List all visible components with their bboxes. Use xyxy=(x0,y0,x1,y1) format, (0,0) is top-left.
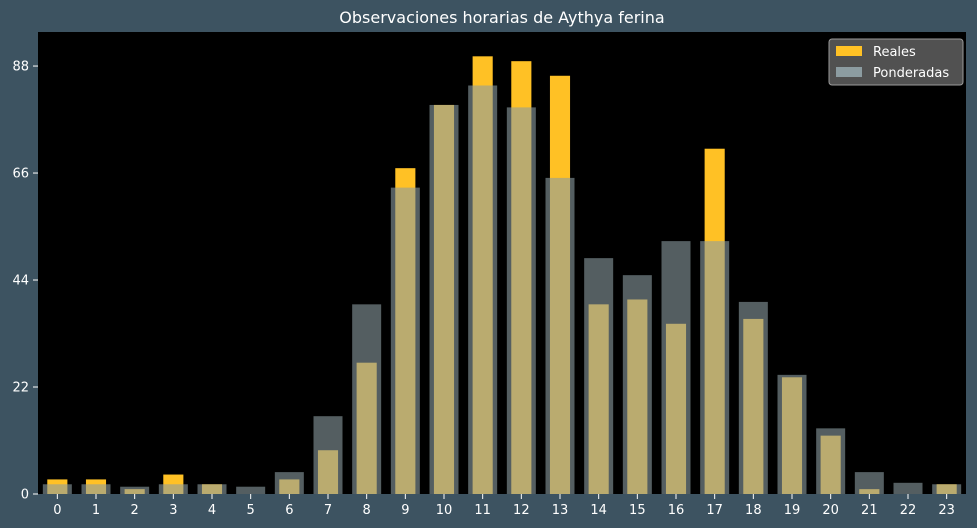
x-tick-label: 16 xyxy=(668,503,685,518)
bar-ponderadas-3 xyxy=(158,484,188,494)
bar-ponderadas-23 xyxy=(932,484,962,494)
bar-ponderadas-9 xyxy=(390,187,420,495)
x-tick-label: 7 xyxy=(324,503,332,518)
x-tick-label: 10 xyxy=(436,503,453,518)
bar-ponderadas-17 xyxy=(700,241,730,494)
x-tick-label: 23 xyxy=(938,503,955,518)
legend-box xyxy=(828,38,964,86)
legend-label-ponderadas: Ponderadas xyxy=(873,66,949,81)
y-axis: 0 22 44 66 88 xyxy=(12,60,38,503)
bar-ponderadas-14 xyxy=(584,258,614,494)
bar-ponderadas-15 xyxy=(622,275,652,494)
x-tick-label: 18 xyxy=(745,503,762,518)
legend-swatch-reales xyxy=(836,46,862,56)
x-tick-label: 17 xyxy=(706,503,723,518)
bar-ponderadas-7 xyxy=(313,416,343,494)
x-tick-label: 1 xyxy=(92,503,100,518)
bar-ponderadas-22 xyxy=(893,482,923,494)
x-tick-label: 11 xyxy=(474,503,491,518)
x-tick-label: 2 xyxy=(131,503,139,518)
x-tick-label: 12 xyxy=(513,503,530,518)
bar-ponderadas-8 xyxy=(352,304,382,494)
bar-ponderadas-0 xyxy=(42,484,72,494)
x-tick-label: 9 xyxy=(401,503,409,518)
series-ponderadas xyxy=(42,85,962,495)
bar-ponderadas-20 xyxy=(816,428,846,494)
bar-ponderadas-18 xyxy=(738,301,768,494)
y-tick-label: 44 xyxy=(12,274,29,289)
bar-ponderadas-21 xyxy=(854,472,884,494)
x-tick-label: 21 xyxy=(861,503,878,518)
x-tick-label: 14 xyxy=(590,503,607,518)
bar-ponderadas-5 xyxy=(236,486,266,494)
bar-ponderadas-2 xyxy=(120,486,150,494)
x-tick-label: 5 xyxy=(247,503,255,518)
x-tick-label: 19 xyxy=(784,503,801,518)
y-tick-label: 0 xyxy=(21,488,29,503)
bar-ponderadas-12 xyxy=(506,107,536,495)
x-tick-label: 4 xyxy=(208,503,216,518)
x-tick-label: 20 xyxy=(822,503,839,518)
bar-ponderadas-10 xyxy=(429,104,459,495)
bar-ponderadas-16 xyxy=(661,241,691,494)
y-tick-label: 66 xyxy=(12,167,29,182)
x-tick-label: 15 xyxy=(629,503,646,518)
x-tick-label: 13 xyxy=(552,503,569,518)
x-tick-label: 3 xyxy=(169,503,177,518)
bar-ponderadas-13 xyxy=(545,177,575,495)
x-tick-label: 6 xyxy=(285,503,293,518)
bar-ponderadas-6 xyxy=(274,472,304,494)
bar-ponderadas-4 xyxy=(197,484,227,494)
legend: Reales Ponderadas xyxy=(828,38,964,86)
bar-ponderadas-11 xyxy=(468,85,498,494)
bar-ponderadas-1 xyxy=(81,484,111,494)
legend-label-reales: Reales xyxy=(873,45,916,60)
chart-title: Observaciones horarias de Aythya ferina xyxy=(339,8,664,27)
legend-swatch-ponderadas xyxy=(836,67,862,77)
x-tick-label: 22 xyxy=(900,503,917,518)
y-tick-label: 22 xyxy=(12,381,29,396)
plot-area xyxy=(38,32,966,494)
bar-ponderadas-19 xyxy=(777,374,807,494)
x-tick-label: 0 xyxy=(53,503,61,518)
x-tick-label: 8 xyxy=(363,503,371,518)
x-axis: 0 1 2 3 4 5 6 7 8 9 10 11 12 13 14 15 16 17 18 19 20 21 22 23 xyxy=(53,494,955,518)
y-tick-label: 88 xyxy=(12,60,29,75)
